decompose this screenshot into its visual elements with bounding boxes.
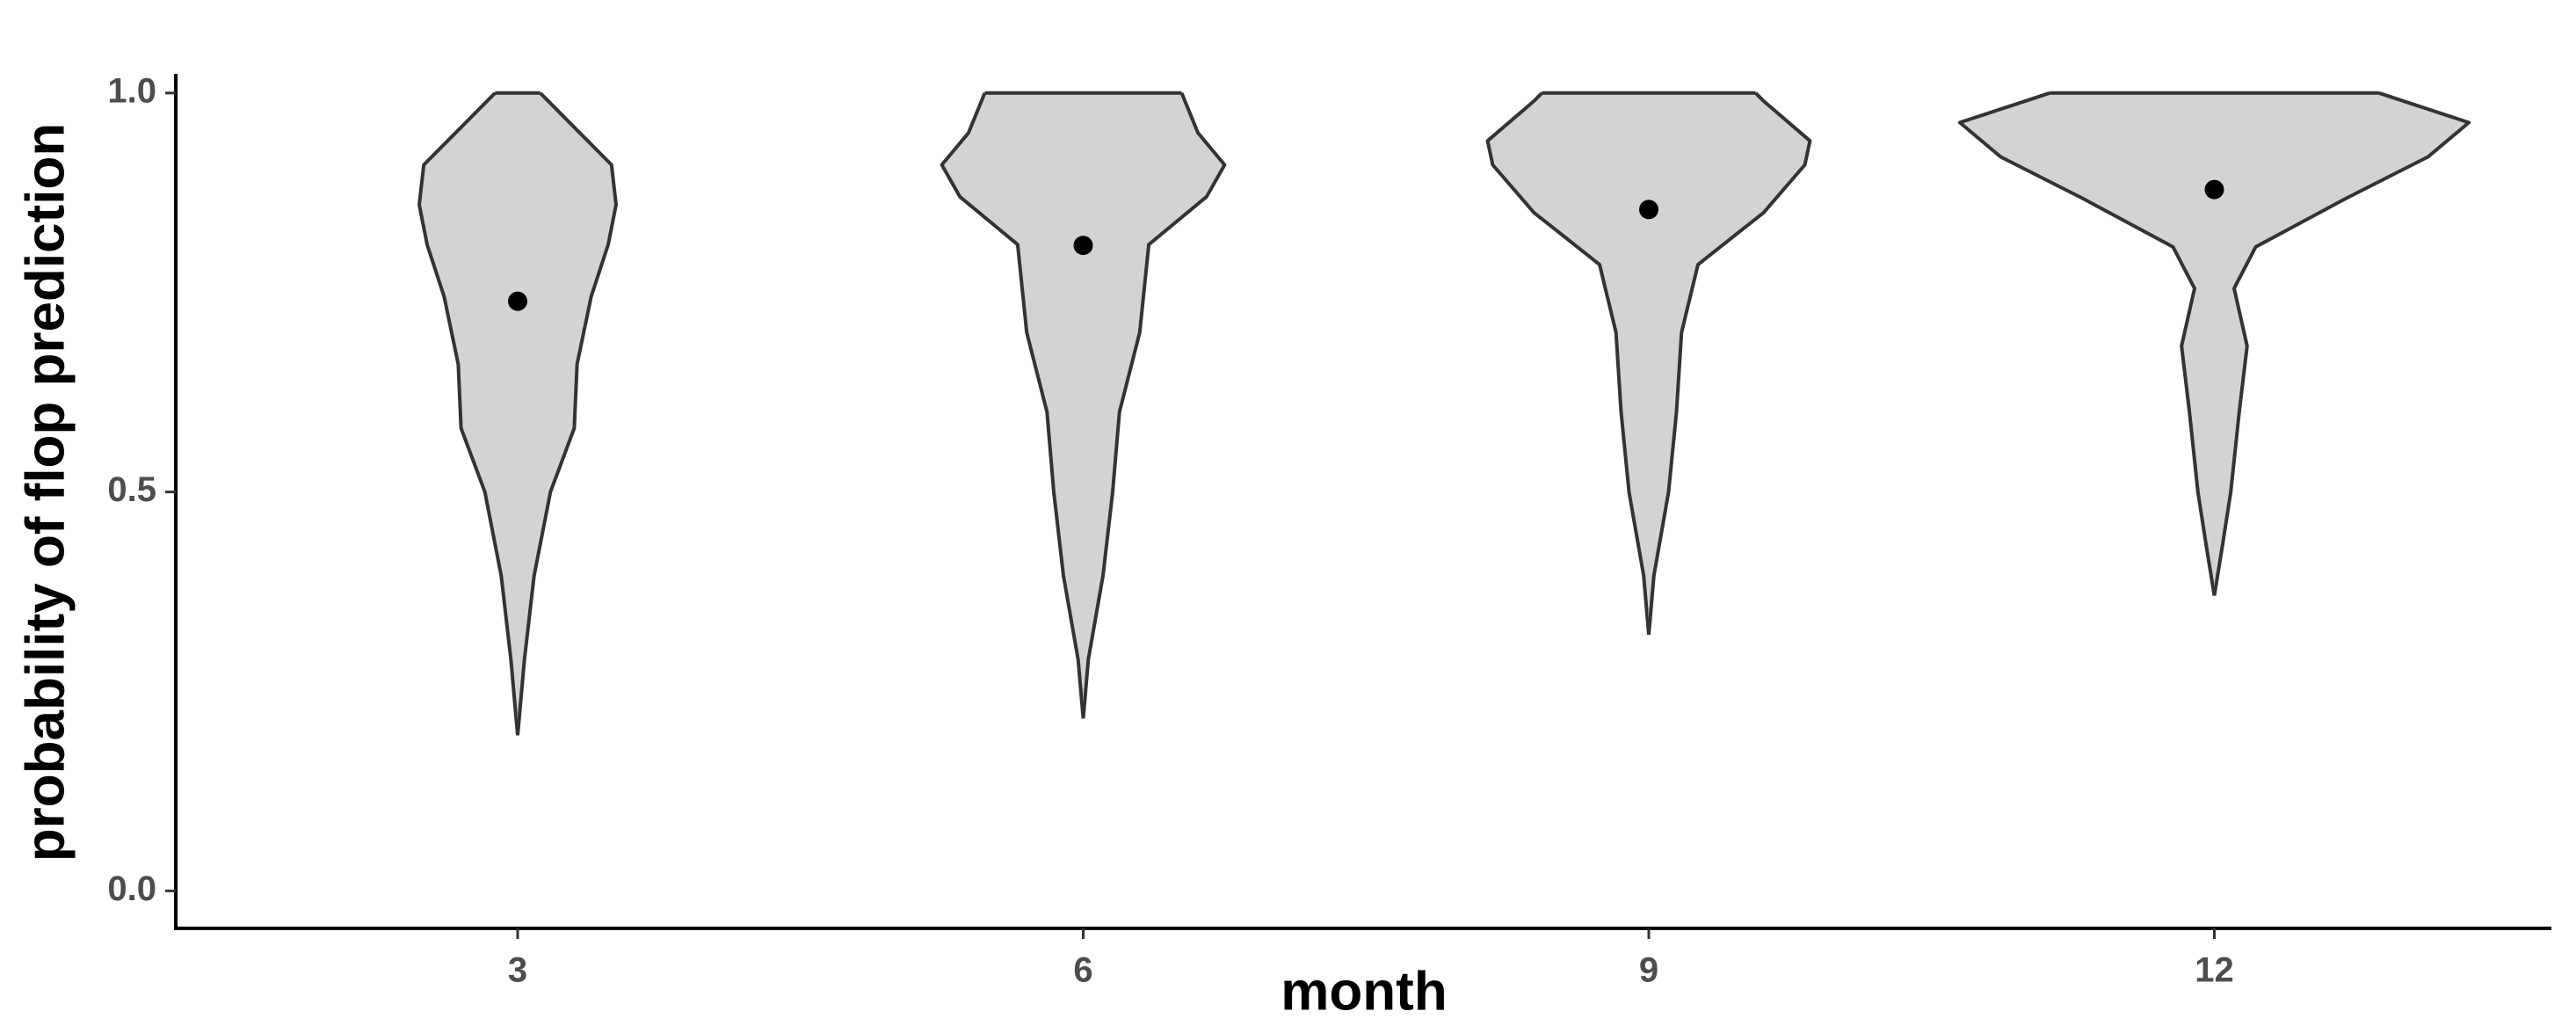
violin-outline: [417, 91, 519, 736]
violin-half-fill: [2214, 92, 2471, 596]
violin-outline: [1957, 91, 2217, 596]
y-tick-label: 0.5: [107, 470, 156, 509]
x-axis-title: month: [1281, 961, 1447, 1022]
violin-outline: [1485, 91, 1651, 636]
mean-point: [1073, 236, 1093, 256]
x-tick-label: 9: [1639, 951, 1658, 990]
violin-half-fill: [1648, 92, 1810, 636]
y-tick-label: 0.0: [107, 869, 156, 908]
violin-outline: [1647, 91, 1812, 636]
violin-half-fill: [1487, 92, 1650, 636]
violin-outline: [2212, 91, 2471, 596]
x-tick-label: 3: [508, 951, 527, 990]
mean-point: [508, 291, 527, 311]
violin-outline: [1081, 92, 1227, 719]
violin-half-fill: [418, 92, 519, 736]
violin-half-fill: [940, 92, 1084, 719]
violin-outline: [940, 92, 1085, 719]
y-tick-label: 1.0: [107, 71, 156, 110]
violin-half-fill: [1958, 92, 2215, 596]
y-axis-title: probability of flop prediction: [15, 123, 76, 862]
violin-half-fill: [1083, 92, 1226, 719]
x-tick-label: 12: [2195, 951, 2234, 990]
violin-outline: [516, 91, 618, 736]
x-tick-label: 6: [1073, 951, 1092, 990]
mean-point: [2204, 179, 2224, 200]
violin-half-fill: [517, 92, 617, 736]
mean-point: [1639, 200, 1658, 220]
